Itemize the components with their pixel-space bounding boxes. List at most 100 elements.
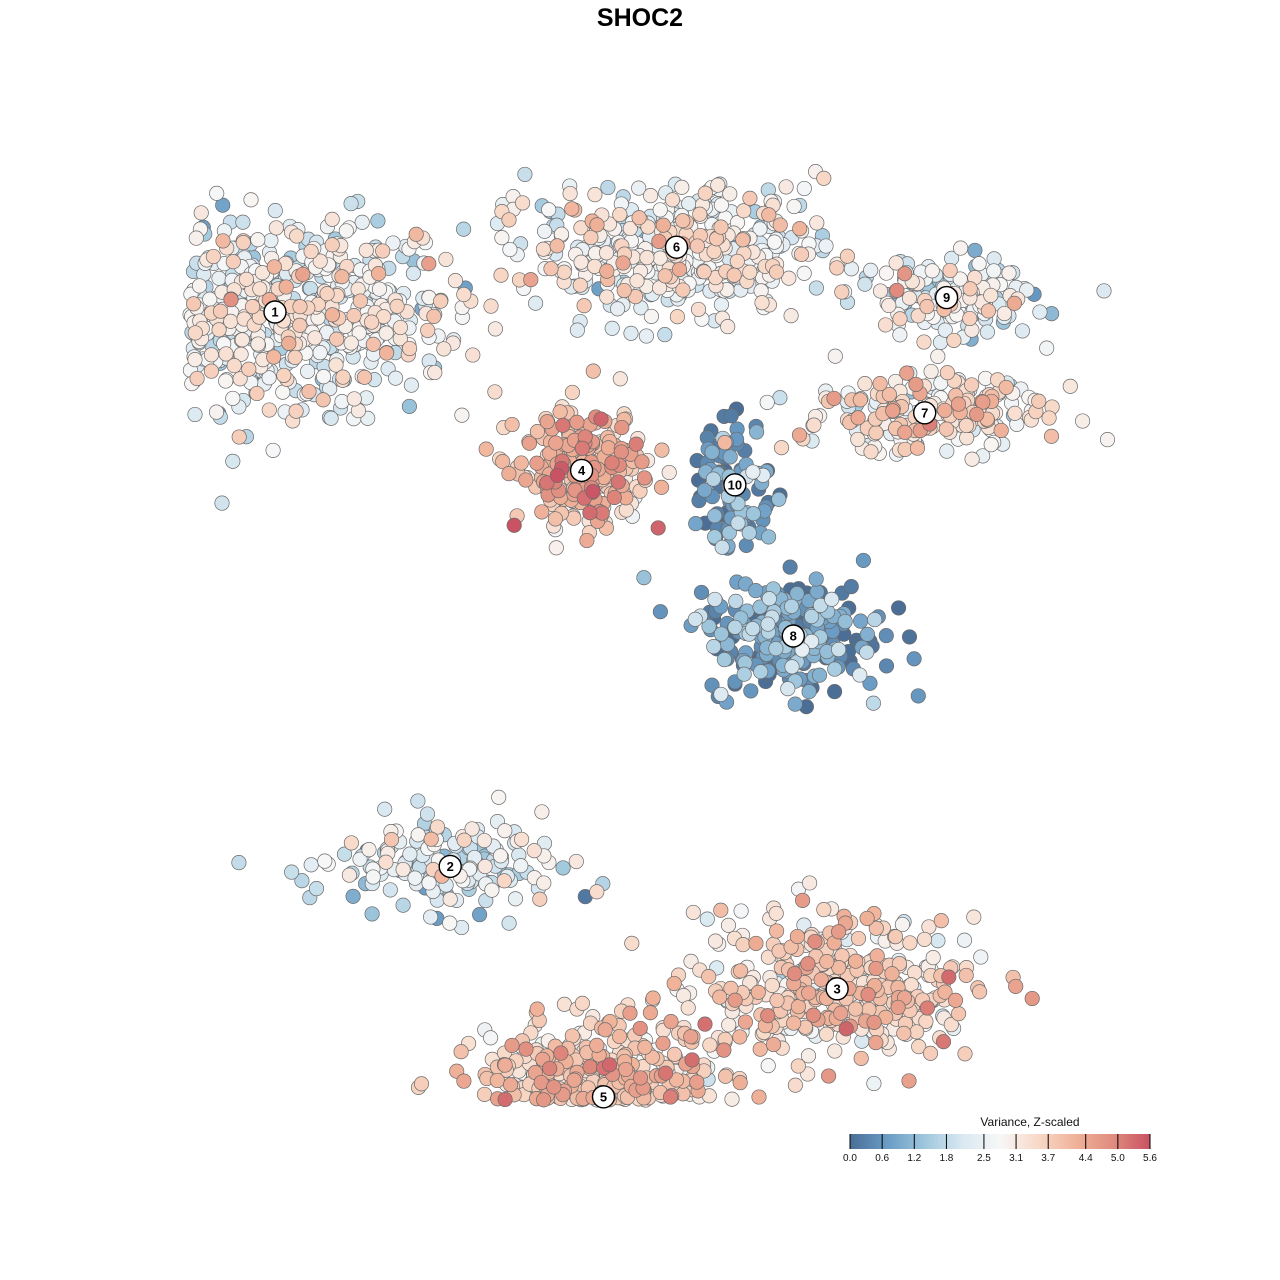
cluster-label-text: 1 [271,305,278,320]
data-point [939,443,955,459]
data-point [188,230,204,246]
data-point [346,308,362,324]
data-point [405,265,421,281]
data-point [745,506,761,522]
data-point [624,935,640,951]
data-point [636,470,653,486]
data-point [352,851,368,867]
data-point [564,384,580,400]
data-point [582,505,598,521]
data-point [564,201,580,217]
data-point [231,855,247,871]
data-point [713,626,729,642]
data-point [572,277,588,293]
data-point [707,933,724,949]
data-point [408,226,424,242]
data-point [392,319,408,336]
cluster-label-badge [263,300,287,324]
data-point [983,437,999,453]
data-point [593,411,609,427]
data-point [950,396,967,412]
data-point [752,1041,768,1057]
data-point [790,1058,806,1074]
data-point [761,207,777,223]
data-point [713,686,729,702]
data-point [878,317,894,333]
data-point [925,950,941,966]
data-point [589,217,605,233]
data-point [807,933,823,950]
data-point [542,1060,558,1076]
cluster-label-badge [913,401,937,425]
data-point [741,525,757,541]
data-point [737,1014,753,1030]
data-point [754,295,770,311]
data-point [723,408,739,424]
data-point [852,392,868,408]
data-point [632,1070,649,1086]
data-point [436,341,452,357]
data-point [866,1075,882,1092]
data-point [713,219,729,235]
data-point [658,1065,674,1081]
data-point [614,419,630,436]
data-point [622,220,638,237]
data-point [573,254,589,270]
data-point [655,1035,671,1051]
legend-tick-label: 5.6 [1143,1153,1157,1164]
data-point [365,869,381,885]
data-point [869,948,885,964]
data-point [476,1086,493,1102]
data-point [964,451,980,467]
data-point [215,233,231,249]
data-point [793,246,810,262]
data-point [599,263,615,279]
data-point [501,212,517,228]
data-point [983,287,999,303]
data-point [786,1015,802,1031]
data-point [1001,265,1017,281]
data-point [364,906,380,922]
cluster-label-badge [934,285,959,310]
data-point [748,935,764,951]
data-point [324,307,340,323]
data-point [317,853,333,869]
data-point [852,667,868,683]
data-point [692,206,708,222]
data-point [266,349,282,365]
data-point [902,935,918,951]
data-point [549,467,565,483]
data-point [234,332,250,348]
data-point [802,875,818,891]
data-point [722,449,738,465]
data-point [726,267,742,283]
data-point [585,483,601,500]
data-point [324,237,340,253]
data-point [919,299,935,315]
data-point [203,347,219,363]
data-point [765,1036,782,1053]
data-point [403,377,419,393]
data-point [307,330,323,346]
data-point [553,1045,569,1061]
cluster-label-5: 5 [591,1085,616,1109]
data-point [706,639,722,655]
data-point [666,975,682,992]
data-point [857,276,873,292]
data-point [465,347,481,363]
data-point [821,1068,837,1084]
data-point [789,928,805,945]
data-point [328,357,344,373]
cluster-label-badge [664,235,689,259]
data-point [539,475,555,491]
data-point [892,327,908,343]
data-point [671,261,688,278]
data-point [419,806,436,822]
data-point [937,984,953,1000]
cluster-label-4: 4 [569,458,594,483]
cluster-label-text: 8 [790,629,797,644]
data-point [787,1077,803,1093]
data-point [786,198,802,215]
data-point [732,1075,748,1091]
data-point [442,915,458,931]
